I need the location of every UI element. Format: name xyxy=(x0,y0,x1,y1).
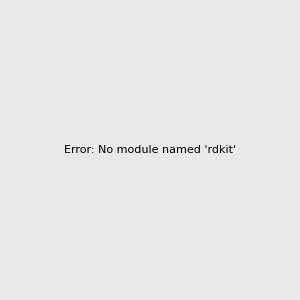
Text: Error: No module named 'rdkit': Error: No module named 'rdkit' xyxy=(64,145,236,155)
